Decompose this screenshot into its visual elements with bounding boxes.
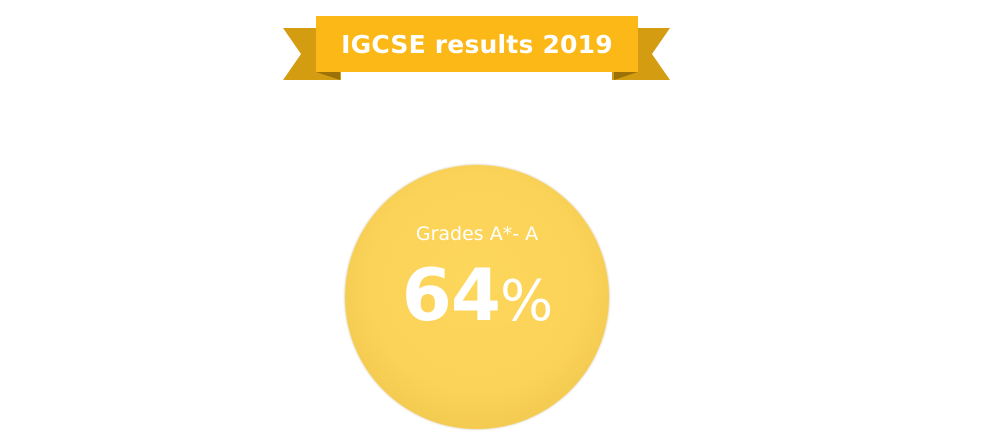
ribbon-fold-right [614,72,638,80]
title-banner: IGCSE results 2019 [316,16,638,72]
stat-unit: % [499,269,553,334]
stat-value: 64 [401,253,501,337]
stat-circle: Grades A*- A 64% [345,165,609,429]
banner-title: IGCSE results 2019 [341,29,613,59]
stat-label: Grades A*- A [415,223,539,245]
stat-value-wrapper: 64% [345,253,609,337]
ribbon-fold-left [316,72,340,80]
